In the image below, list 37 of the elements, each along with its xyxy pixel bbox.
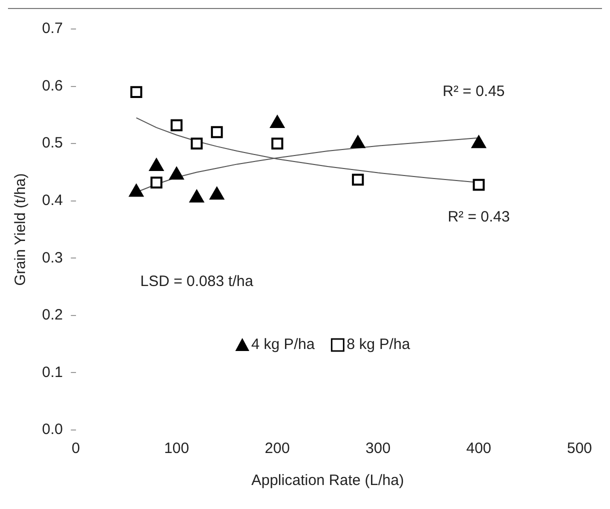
annotation: R² = 0.45 — [442, 83, 505, 100]
y-tick-label: 0.6 — [42, 77, 63, 94]
point — [472, 136, 486, 148]
y-tick-label: 0.1 — [42, 364, 63, 381]
y-tick-label: 0.2 — [42, 306, 63, 324]
point — [350, 136, 365, 148]
x-tick-label: 500 — [566, 440, 592, 458]
point — [130, 86, 142, 98]
x-axis-title: Application Rate (L/ha) — [251, 472, 404, 490]
annotation: LSD = 0.083 t/ha — [140, 272, 254, 290]
point — [190, 138, 203, 150]
point — [472, 178, 485, 191]
point — [270, 116, 284, 128]
x-tick-label: 200 — [264, 440, 290, 458]
point — [352, 174, 364, 186]
y-tick-label: 0.3 — [42, 249, 63, 266]
annotation: R² = 0.43 — [448, 208, 510, 226]
x-tick-label: 400 — [466, 440, 492, 458]
legend-label: 8 kg P/ha — [346, 336, 411, 354]
y-tick-label: 0.5 — [42, 134, 63, 152]
point — [170, 119, 183, 132]
point — [190, 190, 204, 202]
point — [129, 184, 144, 197]
x-tick-label: 0 — [72, 440, 80, 458]
legend-label: 4 kg P/ha — [251, 336, 316, 354]
y-axis-title: Grain Yield (t/ha) — [12, 173, 30, 286]
y-tick-label: 0.0 — [42, 421, 63, 438]
x-tick-label: 300 — [366, 440, 391, 458]
point — [210, 187, 224, 200]
point — [210, 126, 223, 138]
point — [271, 138, 284, 150]
y-tick-label: 0.7 — [42, 20, 63, 38]
point — [170, 167, 184, 180]
x-tick-label: 100 — [164, 440, 190, 458]
y-tick-label: 0.4 — [42, 192, 63, 209]
point — [150, 176, 162, 188]
point — [149, 158, 164, 171]
